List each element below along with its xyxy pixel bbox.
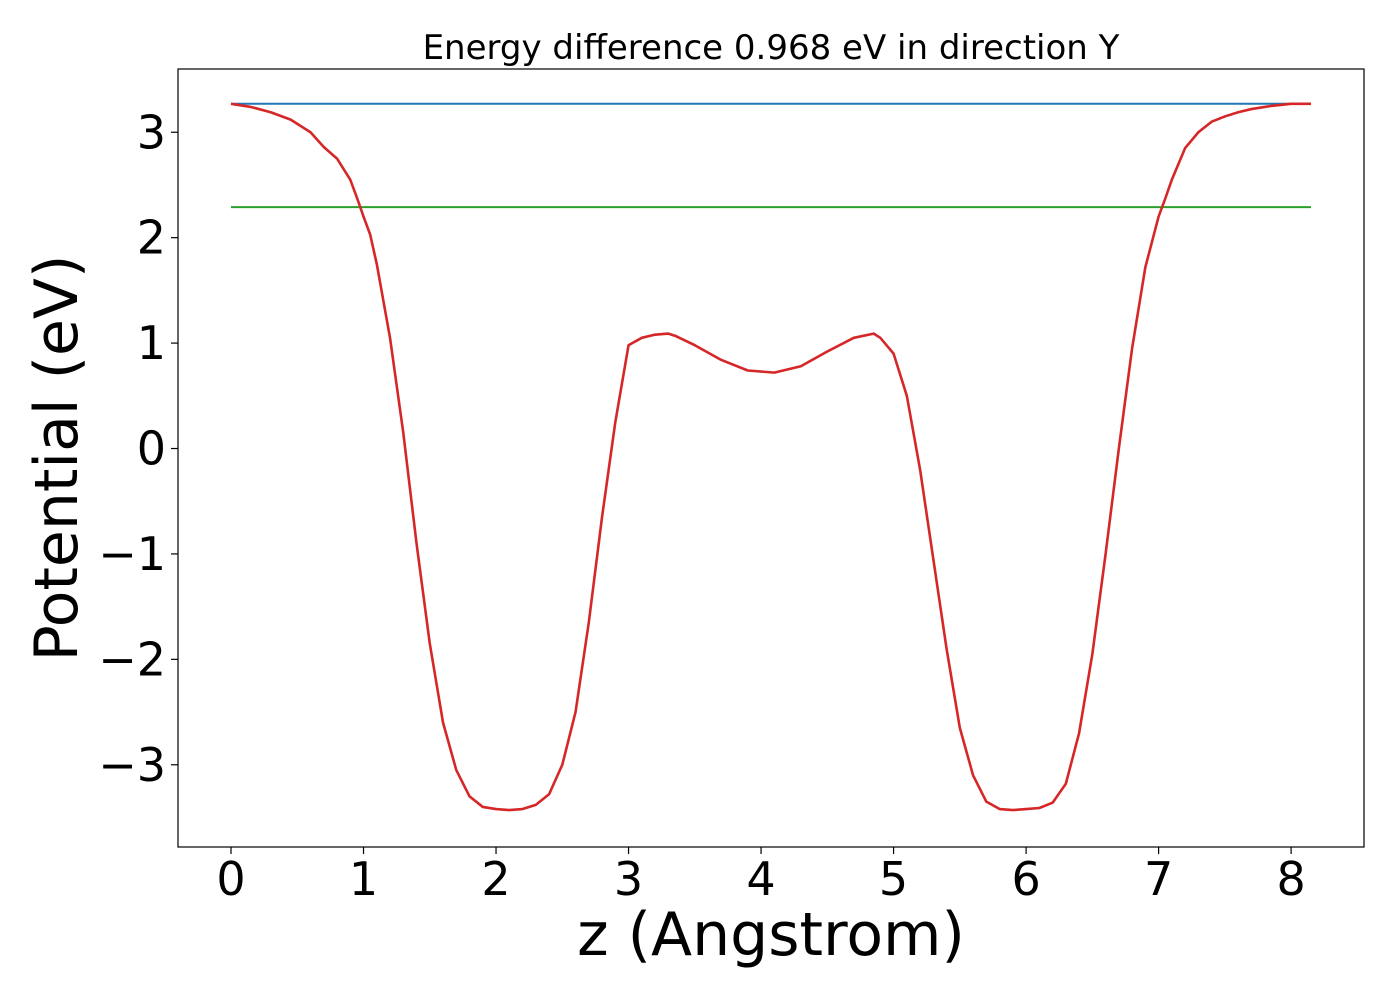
x-tick-label: 6 xyxy=(1011,852,1040,906)
y-tick-label: −1 xyxy=(98,527,166,581)
y-axis-label: Potential (eV) xyxy=(22,255,92,662)
plot-frame xyxy=(177,68,1365,848)
plot-lines xyxy=(230,102,1311,812)
y-axis: 3 2 1 0 −1 −2 −3 xyxy=(98,105,178,792)
x-tick-label: 1 xyxy=(349,852,378,906)
y-tick-label: 1 xyxy=(137,316,166,370)
x-tick-label: 7 xyxy=(1144,852,1173,906)
y-tick-label: 0 xyxy=(137,422,166,476)
x-axis: 0 1 2 3 4 5 6 7 8 xyxy=(216,847,1306,906)
x-tick-label: 8 xyxy=(1276,852,1305,906)
x-axis-label: z (Angstrom) xyxy=(577,900,965,970)
series-line-3 xyxy=(230,102,1311,812)
chart-title: Energy difference 0.968 eV in direction … xyxy=(423,28,1120,68)
y-tick-label: 3 xyxy=(137,105,166,159)
x-tick-label: 3 xyxy=(614,852,643,906)
y-tick-label: −2 xyxy=(98,632,166,686)
x-tick-label: 4 xyxy=(746,852,775,906)
y-tick-label: 2 xyxy=(137,211,166,265)
x-tick-label: 0 xyxy=(216,852,245,906)
y-tick-label: −3 xyxy=(98,738,166,792)
x-tick-label: 5 xyxy=(879,852,908,906)
x-tick-label: 2 xyxy=(481,852,510,906)
